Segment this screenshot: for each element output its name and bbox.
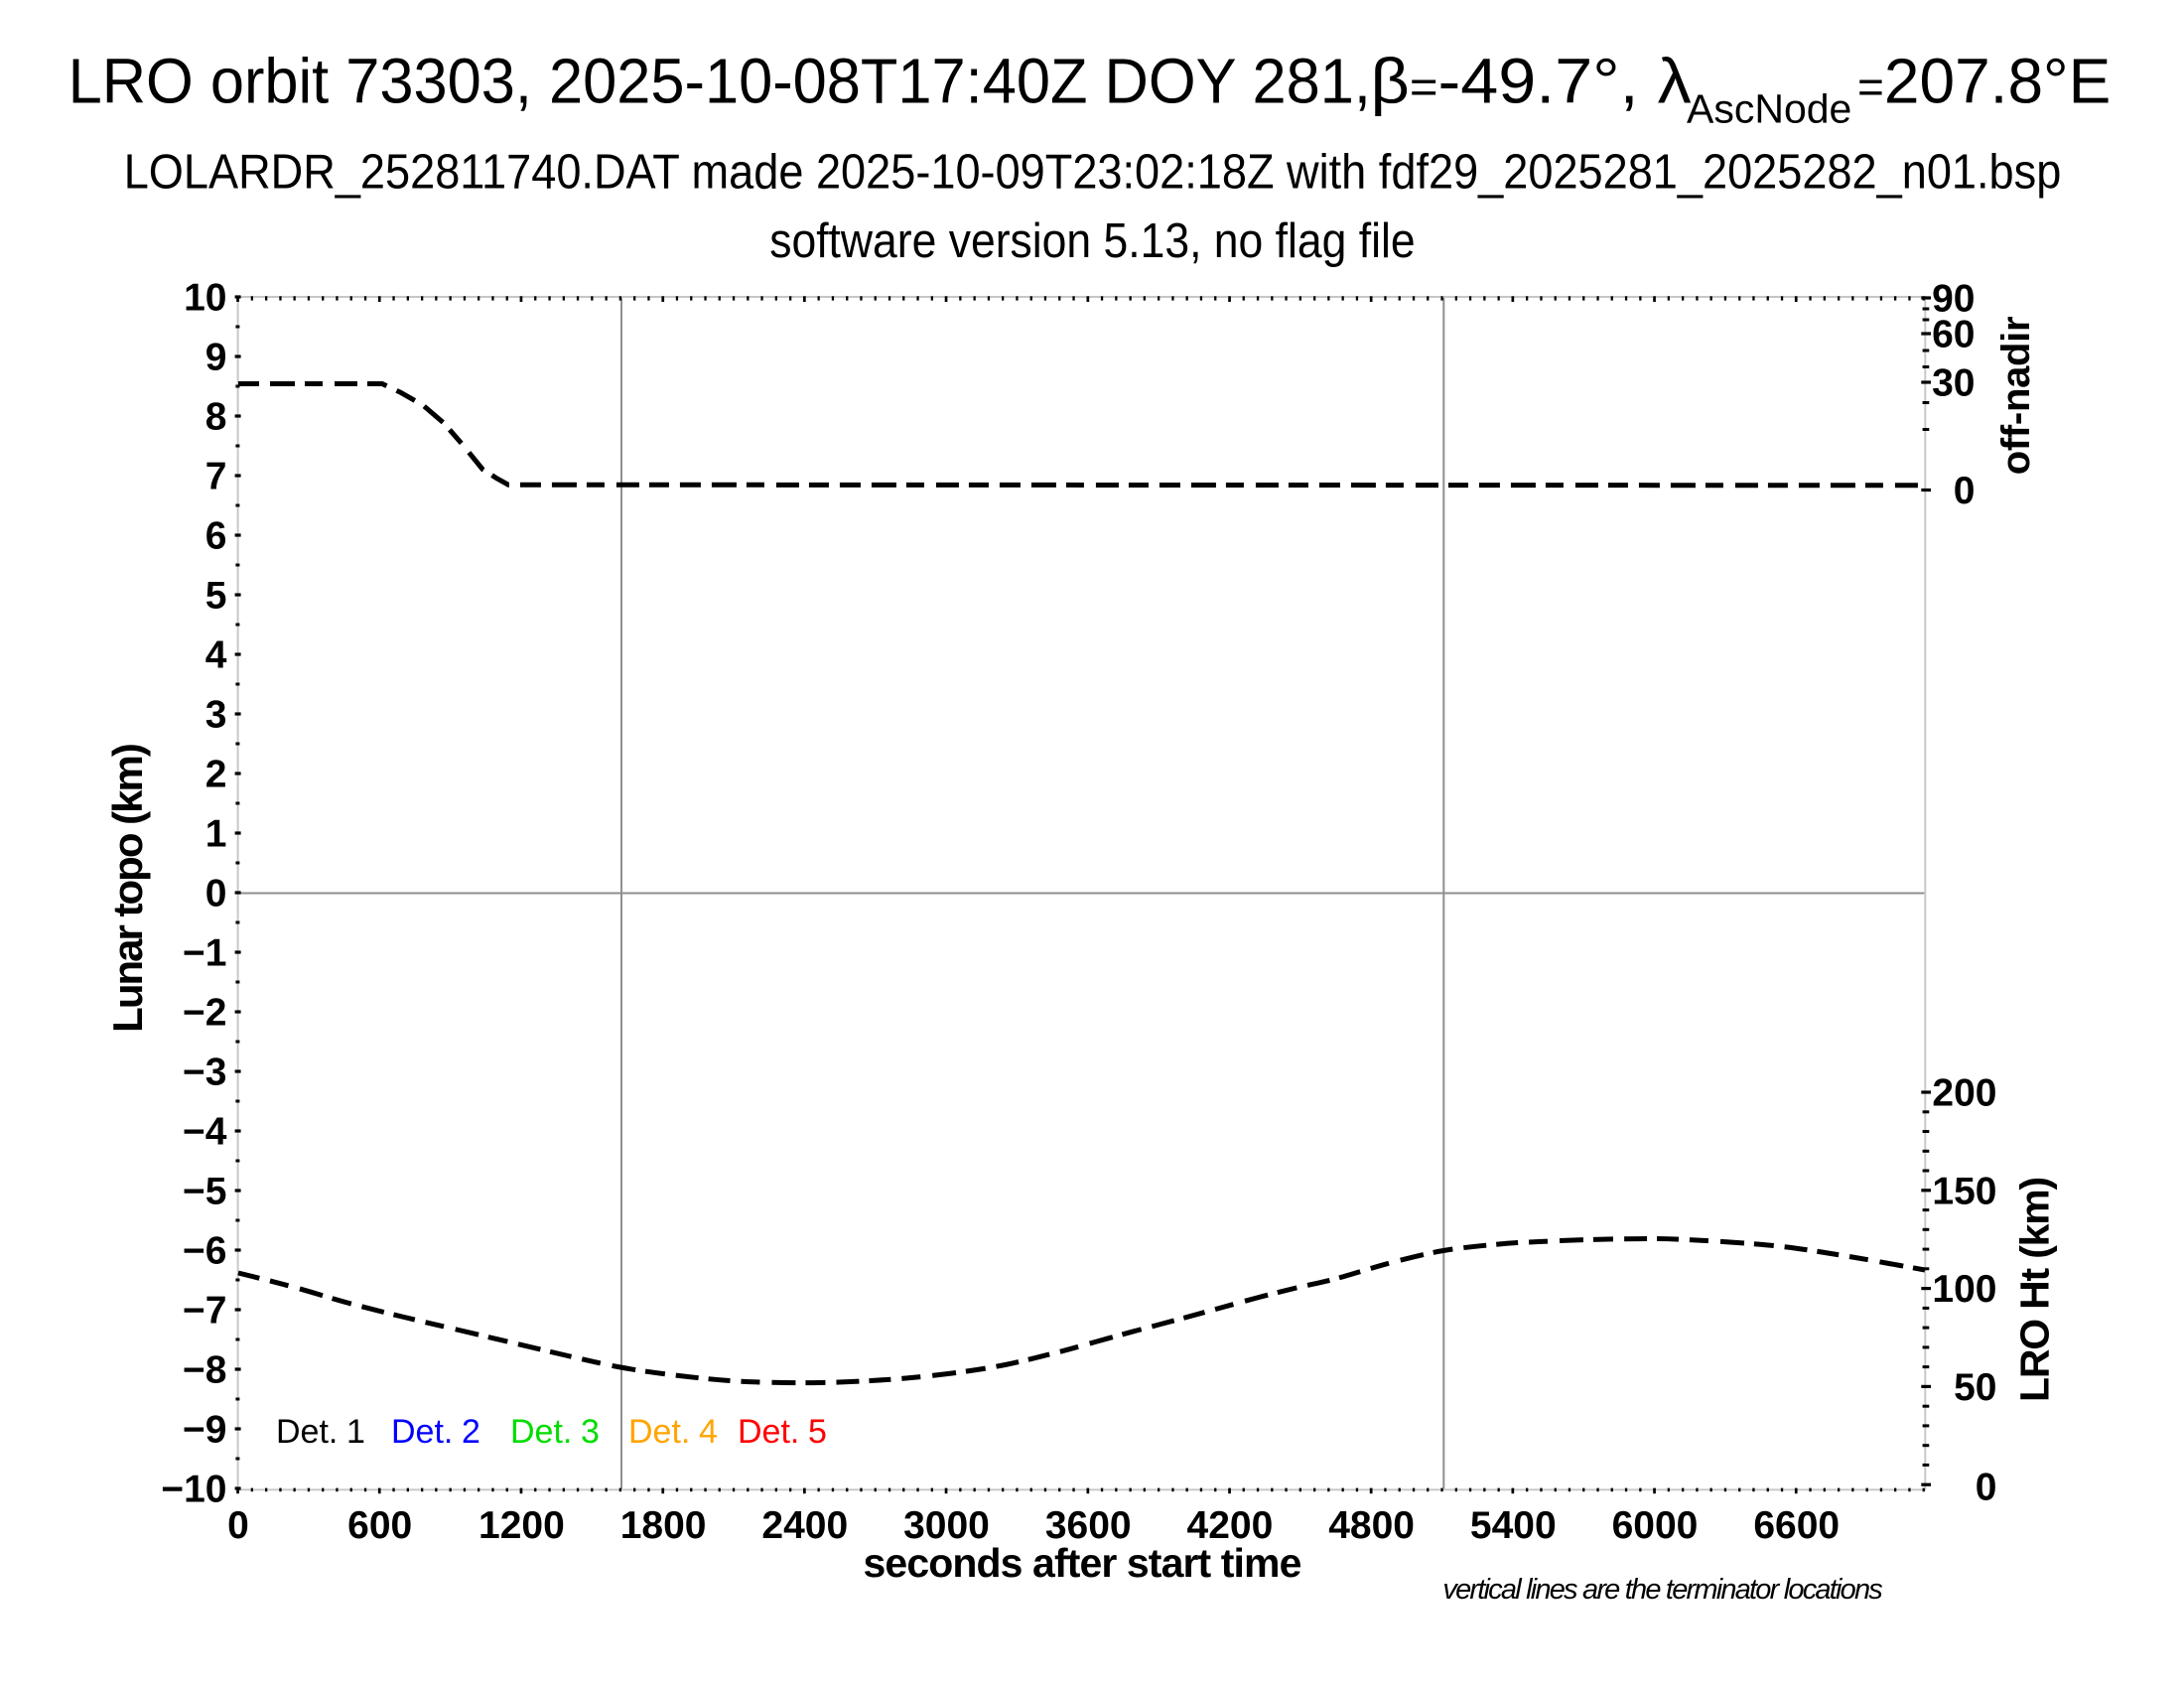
svg-text:−10: −10 xyxy=(161,1469,226,1511)
svg-text:−2: −2 xyxy=(183,992,226,1035)
svg-text:150: 150 xyxy=(1932,1170,1996,1212)
svg-text:AscNode: AscNode xyxy=(1687,86,1851,132)
svg-text:600: 600 xyxy=(347,1504,412,1547)
svg-text:50: 50 xyxy=(1954,1366,1996,1409)
svg-text:=207.8°E: =207.8°E xyxy=(1857,46,2111,117)
svg-text:Det.: Det. xyxy=(738,1413,799,1451)
svg-text:4: 4 xyxy=(205,634,227,677)
svg-text:2400: 2400 xyxy=(761,1504,848,1547)
svg-text:4800: 4800 xyxy=(1328,1504,1415,1547)
svg-text:10: 10 xyxy=(184,277,226,320)
svg-text:LRO orbit 73303, 2025-10-08T17: LRO orbit 73303, 2025-10-08T17:40Z DOY 2… xyxy=(68,46,1371,116)
svg-text:6000: 6000 xyxy=(1612,1504,1699,1547)
svg-text:3600: 3600 xyxy=(1045,1504,1132,1547)
svg-text:200: 200 xyxy=(1932,1072,1996,1115)
svg-text:1: 1 xyxy=(346,1413,365,1451)
svg-text:0: 0 xyxy=(1954,470,1976,512)
svg-text:0: 0 xyxy=(205,873,227,915)
svg-text:−9: −9 xyxy=(183,1409,226,1452)
svg-text:vertical lines are the termina: vertical lines are the terminator locati… xyxy=(1442,1574,1882,1606)
svg-text:−6: −6 xyxy=(183,1230,226,1273)
svg-text:2: 2 xyxy=(205,754,227,796)
svg-text:Det.: Det. xyxy=(391,1413,453,1451)
svg-text:Det.: Det. xyxy=(510,1413,572,1451)
svg-text:30: 30 xyxy=(1932,362,1975,405)
svg-text:LRO Ht (km): LRO Ht (km) xyxy=(2012,1178,2058,1402)
svg-text:Lunar topo (km): Lunar topo (km) xyxy=(104,745,151,1033)
svg-text:−1: −1 xyxy=(183,932,226,975)
svg-text:Det.: Det. xyxy=(276,1413,338,1451)
svg-text:5: 5 xyxy=(808,1413,827,1451)
svg-text:8: 8 xyxy=(205,396,227,439)
svg-text:0: 0 xyxy=(1976,1467,1997,1509)
svg-text:−8: −8 xyxy=(183,1349,226,1392)
svg-text:7: 7 xyxy=(205,456,227,498)
svg-text:6600: 6600 xyxy=(1753,1504,1840,1547)
svg-text:−7: −7 xyxy=(183,1290,226,1333)
svg-text:software version 5.13, no flag: software version 5.13, no flag file xyxy=(769,213,1415,267)
svg-text:3000: 3000 xyxy=(903,1504,990,1547)
svg-text:9: 9 xyxy=(205,337,227,379)
svg-text:2: 2 xyxy=(462,1413,480,1451)
svg-text:5400: 5400 xyxy=(1470,1504,1557,1547)
svg-text:4: 4 xyxy=(699,1413,718,1451)
svg-text:seconds after start time: seconds after start time xyxy=(864,1540,1301,1586)
svg-text:LOLARDR_252811740.DAT made 202: LOLARDR_252811740.DAT made 2025-10-09T23… xyxy=(124,144,2062,199)
svg-text:off-nadir: off-nadir xyxy=(1994,317,2038,476)
svg-text:−3: −3 xyxy=(183,1052,226,1094)
svg-text:−5: −5 xyxy=(183,1171,226,1213)
svg-text:90: 90 xyxy=(1932,278,1975,321)
svg-text:6: 6 xyxy=(205,515,227,558)
svg-text:60: 60 xyxy=(1932,314,1975,356)
svg-text:1: 1 xyxy=(205,813,227,856)
svg-text:4200: 4200 xyxy=(1187,1504,1274,1547)
svg-text:5: 5 xyxy=(205,575,227,618)
svg-text:−4: −4 xyxy=(183,1111,227,1154)
svg-text:Det.: Det. xyxy=(628,1413,690,1451)
svg-text:100: 100 xyxy=(1932,1268,1996,1311)
svg-text:3: 3 xyxy=(205,694,227,737)
svg-text:0: 0 xyxy=(227,1504,249,1547)
svg-text:1800: 1800 xyxy=(620,1504,707,1547)
svg-text:3: 3 xyxy=(581,1413,600,1451)
svg-text:1200: 1200 xyxy=(478,1504,565,1547)
